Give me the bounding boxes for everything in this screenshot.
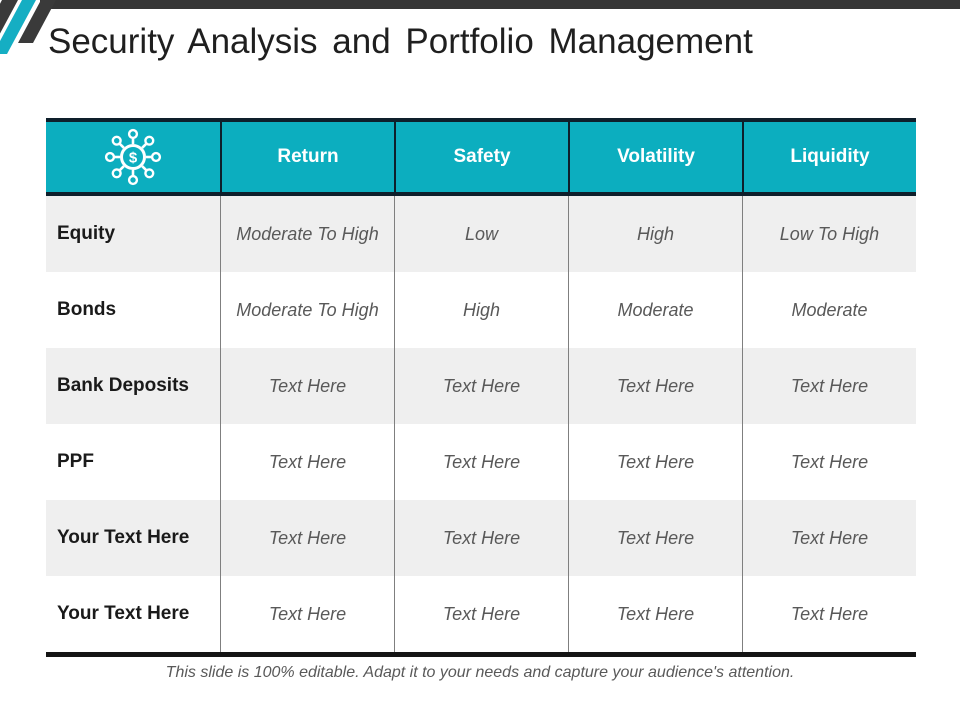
cell-return: Text Here <box>220 576 394 652</box>
table-row-placeholder-2: Your Text Here Text Here Text Here Text … <box>46 576 916 652</box>
cell-safety: Text Here <box>394 500 568 576</box>
cell-liquidity: Text Here <box>742 424 916 500</box>
cell-safety: Text Here <box>394 348 568 424</box>
cell-safety: High <box>394 272 568 348</box>
cell-liquidity: Text Here <box>742 348 916 424</box>
slide-title: Security Analysis and Portfolio Manageme… <box>48 22 753 61</box>
cell-return: Moderate To High <box>220 272 394 348</box>
table-body: Equity Moderate To High Low High Low To … <box>46 196 916 657</box>
cell-safety: Text Here <box>394 424 568 500</box>
row-label: Your Text Here <box>57 603 190 624</box>
cell-safety: Text Here <box>394 576 568 652</box>
table-corner-cell: $ <box>46 122 220 192</box>
row-label: PPF <box>57 451 94 472</box>
cell-return: Text Here <box>220 500 394 576</box>
table-row-ppf: PPF Text Here Text Here Text Here Text H… <box>46 424 916 500</box>
corner-slashes-decoration <box>0 0 56 54</box>
svg-text:$: $ <box>129 150 138 167</box>
cell-return: Text Here <box>220 424 394 500</box>
top-bar-decoration <box>40 0 960 9</box>
cell-volatility: Moderate <box>568 272 742 348</box>
row-label: Equity <box>57 223 116 244</box>
cell-return: Moderate To High <box>220 196 394 272</box>
cell-liquidity: Moderate <box>742 272 916 348</box>
table-row-equity: Equity Moderate To High Low High Low To … <box>46 196 916 272</box>
cell-volatility: Text Here <box>568 424 742 500</box>
table-row-bonds: Bonds Moderate To High High Moderate Mod… <box>46 272 916 348</box>
cell-liquidity: Text Here <box>742 500 916 576</box>
table-row-bank-deposits: Bank Deposits Text Here Text Here Text H… <box>46 348 916 424</box>
cell-safety: Low <box>394 196 568 272</box>
dollar-network-icon: $ <box>104 128 162 186</box>
cell-liquidity: Text Here <box>742 576 916 652</box>
column-header-volatility: Volatility <box>568 122 742 192</box>
row-label: Your Text Here <box>57 527 190 548</box>
cell-volatility: Text Here <box>568 500 742 576</box>
cell-liquidity: Low To High <box>742 196 916 272</box>
cell-volatility: Text Here <box>568 348 742 424</box>
table-row-placeholder-1: Your Text Here Text Here Text Here Text … <box>46 500 916 576</box>
column-header-safety: Safety <box>394 122 568 192</box>
footer-note: This slide is 100% editable. Adapt it to… <box>165 664 795 681</box>
column-header-return: Return <box>220 122 394 192</box>
column-header-liquidity: Liquidity <box>742 122 916 192</box>
row-label: Bank Deposits <box>57 375 189 396</box>
cell-volatility: High <box>568 196 742 272</box>
row-label: Bonds <box>57 299 117 320</box>
cell-return: Text Here <box>220 348 394 424</box>
table-header-row: $ <box>46 118 916 196</box>
cell-volatility: Text Here <box>568 576 742 652</box>
comparison-table: $ <box>46 118 916 657</box>
